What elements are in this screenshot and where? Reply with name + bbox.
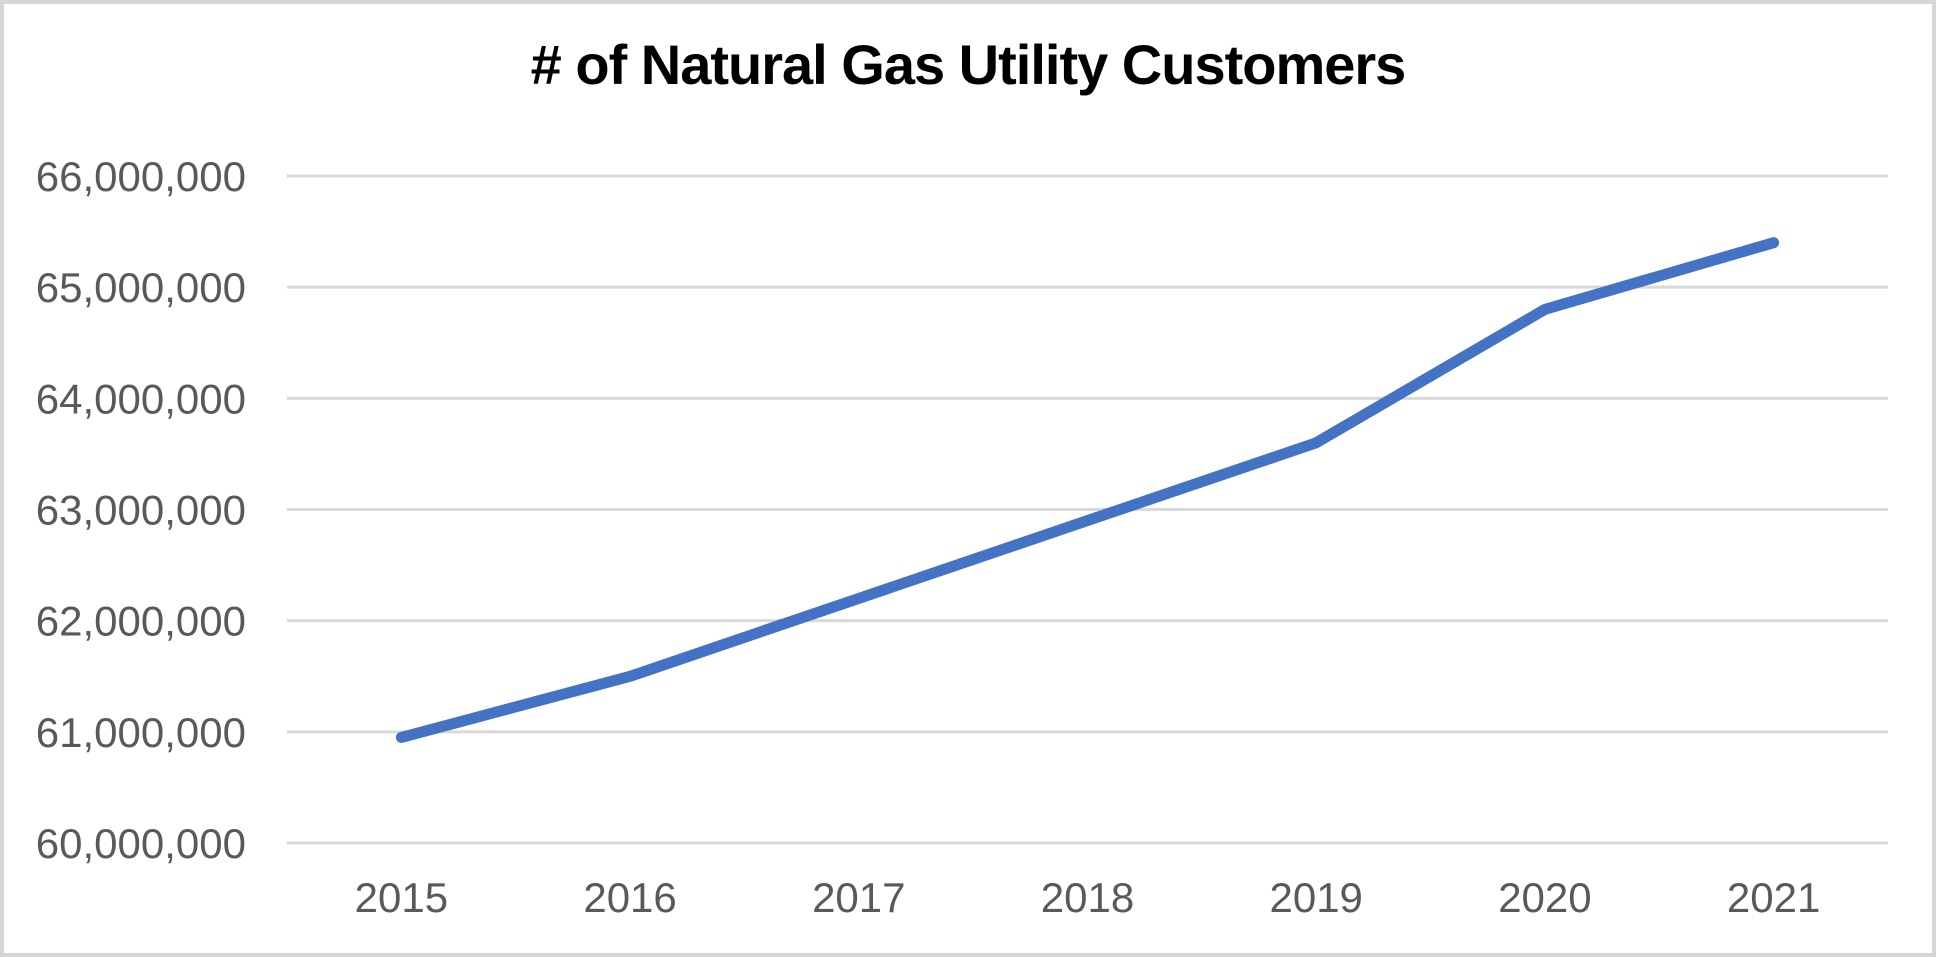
y-axis-tick-label: 62,000,000 <box>36 598 246 645</box>
data-series-line <box>395 237 1780 743</box>
y-axis-tick-label: 63,000,000 <box>36 487 246 534</box>
chart-title: # of Natural Gas Utility Customers <box>530 33 1407 96</box>
y-axis-tick-label: 60,000,000 <box>36 820 246 867</box>
x-axis-tick-label: 2020 <box>1498 874 1591 921</box>
x-axis-tick-label: 2015 <box>355 874 448 921</box>
line-chart: 66,000,000 65,000,000 64,000,000 63,000,000… <box>36 153 1888 921</box>
x-axis-tick-label: 2017 <box>812 874 905 921</box>
x-axis-tick-label: 2018 <box>1041 874 1134 921</box>
x-axis-tick-label: 2019 <box>1269 874 1362 921</box>
x-axis-tick-label: 2016 <box>583 874 676 921</box>
y-axis-tick-label: 65,000,000 <box>36 264 246 311</box>
y-axis-tick-label: 66,000,000 <box>36 153 246 200</box>
y-axis-tick-label: 64,000,000 <box>36 375 246 422</box>
x-axis-tick-label: 2021 <box>1727 874 1820 921</box>
y-axis-tick-label: 61,000,000 <box>36 709 246 756</box>
